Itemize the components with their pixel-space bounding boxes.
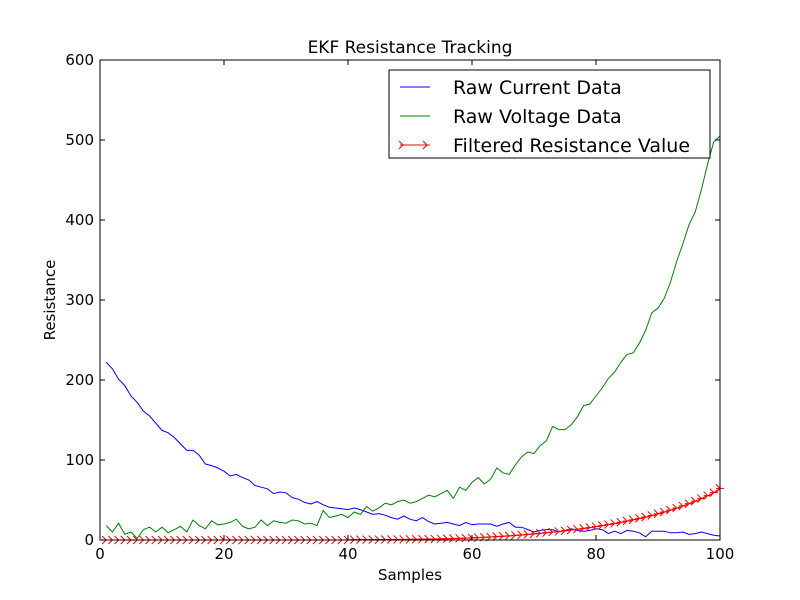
data-point (597, 521, 607, 530)
data-point (610, 519, 619, 528)
series-line (105, 362, 721, 538)
data-point (604, 520, 613, 529)
data-point (678, 501, 687, 511)
ticks-layer: 0 20 40 60 80 100 0 100 200 300 400 500 600 (65, 51, 734, 563)
data-point (542, 528, 551, 538)
data-point (684, 499, 693, 508)
legend-entries: Raw Current Data Raw Voltage Data Filtered… (398, 77, 690, 157)
x-tick-label: 20 (214, 545, 233, 563)
legend-label: Raw Current Data (453, 77, 622, 99)
data-point (697, 494, 706, 503)
x-tick-label: 40 (338, 545, 357, 563)
data-point (560, 526, 569, 536)
data-point (641, 512, 650, 522)
legend-label: Raw Voltage Data (453, 106, 622, 128)
data-point (566, 525, 576, 535)
legend: Raw Current Data Raw Voltage Data Filtered… (388, 69, 711, 159)
y-tick-label: 0 (84, 531, 94, 549)
data-point (622, 516, 631, 526)
y-tick-label: 500 (65, 131, 94, 149)
data-point (529, 529, 538, 539)
data-point (585, 523, 594, 532)
data-point (690, 496, 700, 506)
data-point (672, 503, 681, 513)
legend-entry: Raw Current Data (400, 77, 622, 99)
y-tick-label: 200 (65, 371, 94, 389)
data-point (616, 517, 625, 527)
y-tick-label: 600 (65, 51, 94, 69)
data-point (591, 522, 600, 531)
x-axis-label: Samples (378, 566, 442, 584)
y-axis-label: Resistance (41, 260, 59, 341)
data-point (653, 509, 662, 519)
y-tick-label: 300 (65, 291, 94, 309)
legend-label: Filtered Resistance Value (453, 135, 690, 157)
data-point (666, 505, 675, 515)
y-tick-label: 100 (65, 451, 94, 469)
data-point (554, 527, 563, 536)
series-1 (105, 362, 721, 538)
data-point (647, 511, 656, 520)
data-point (535, 528, 545, 538)
x-tick-label: 80 (586, 545, 605, 563)
data-point (573, 524, 582, 534)
legend-box (388, 69, 711, 159)
x-tick-label: 60 (462, 545, 481, 563)
data-point (635, 514, 644, 523)
legend-entry: Raw Voltage Data (400, 106, 622, 128)
data-point (628, 515, 638, 525)
x-tick-label: 100 (706, 545, 735, 563)
series-line (105, 135, 721, 540)
data-point (548, 527, 557, 537)
data-point (579, 524, 588, 533)
data-point (659, 507, 669, 517)
series-2 (105, 135, 721, 540)
legend-entry: Filtered Resistance Value (398, 135, 690, 157)
chart-title: EKF Resistance Tracking (308, 38, 513, 58)
x-tick-label: 0 (95, 545, 105, 563)
data-point (523, 530, 532, 539)
y-tick-label: 400 (65, 211, 94, 229)
